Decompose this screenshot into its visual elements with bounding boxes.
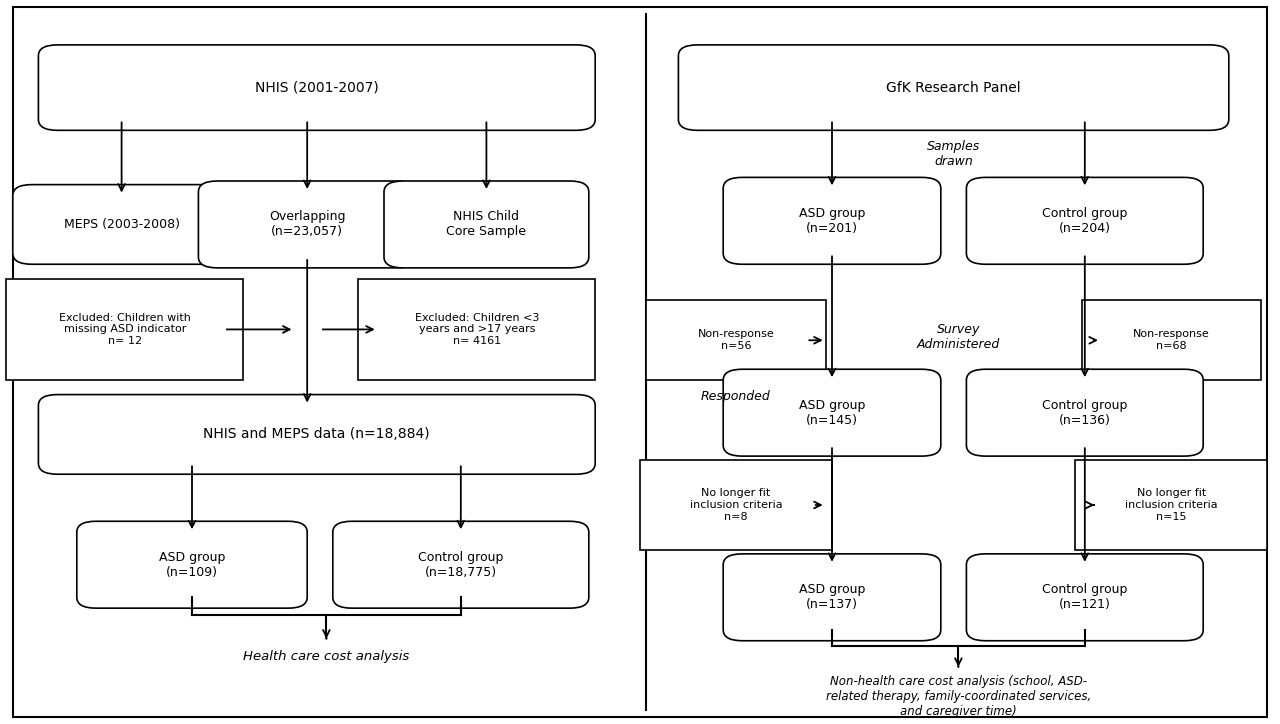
Text: No longer fit
inclusion criteria
n=8: No longer fit inclusion criteria n=8: [690, 489, 782, 521]
Text: Non-health care cost analysis (school, ASD-
related therapy, family-coordinated : Non-health care cost analysis (school, A…: [826, 675, 1091, 717]
FancyBboxPatch shape: [966, 177, 1203, 264]
Text: Control group
(n=18,775): Control group (n=18,775): [419, 551, 503, 578]
FancyBboxPatch shape: [384, 181, 589, 268]
Text: ASD group
(n=109): ASD group (n=109): [159, 551, 225, 578]
Text: Excluded: Children <3
years and >17 years
n= 4161: Excluded: Children <3 years and >17 year…: [415, 313, 539, 346]
FancyBboxPatch shape: [38, 45, 595, 130]
FancyBboxPatch shape: [723, 177, 941, 264]
Text: ASD group
(n=145): ASD group (n=145): [799, 399, 865, 426]
FancyBboxPatch shape: [646, 300, 826, 380]
Text: MEPS (2003-2008): MEPS (2003-2008): [64, 218, 179, 231]
FancyBboxPatch shape: [640, 460, 832, 550]
Text: ASD group
(n=137): ASD group (n=137): [799, 584, 865, 611]
FancyBboxPatch shape: [13, 7, 1267, 717]
Text: Health care cost analysis: Health care cost analysis: [243, 650, 410, 663]
FancyBboxPatch shape: [77, 521, 307, 608]
Text: Control group
(n=204): Control group (n=204): [1042, 207, 1128, 235]
Text: Survey
Administered: Survey Administered: [916, 323, 1000, 350]
Text: Excluded: Children with
missing ASD indicator
n= 12: Excluded: Children with missing ASD indi…: [59, 313, 191, 346]
Text: Overlapping
(n=23,057): Overlapping (n=23,057): [269, 211, 346, 238]
FancyBboxPatch shape: [723, 369, 941, 456]
FancyBboxPatch shape: [13, 185, 230, 264]
Text: Non-response
n=56: Non-response n=56: [698, 329, 774, 351]
Text: Non-response
n=68: Non-response n=68: [1133, 329, 1210, 351]
Text: Samples
drawn: Samples drawn: [927, 140, 980, 168]
Text: Control group
(n=136): Control group (n=136): [1042, 399, 1128, 426]
Text: NHIS Child
Core Sample: NHIS Child Core Sample: [447, 211, 526, 238]
FancyBboxPatch shape: [1082, 300, 1261, 380]
Text: Responded: Responded: [701, 390, 771, 403]
FancyBboxPatch shape: [678, 45, 1229, 130]
FancyBboxPatch shape: [966, 554, 1203, 641]
FancyBboxPatch shape: [723, 554, 941, 641]
Text: GfK Research Panel: GfK Research Panel: [886, 80, 1021, 95]
Text: NHIS and MEPS data (n=18,884): NHIS and MEPS data (n=18,884): [204, 427, 430, 442]
FancyBboxPatch shape: [358, 279, 595, 380]
Text: No longer fit
inclusion criteria
n=15: No longer fit inclusion criteria n=15: [1125, 489, 1217, 521]
Text: ASD group
(n=201): ASD group (n=201): [799, 207, 865, 235]
FancyBboxPatch shape: [333, 521, 589, 608]
FancyBboxPatch shape: [1075, 460, 1267, 550]
Text: NHIS (2001-2007): NHIS (2001-2007): [255, 80, 379, 95]
FancyBboxPatch shape: [966, 369, 1203, 456]
Text: Control group
(n=121): Control group (n=121): [1042, 584, 1128, 611]
FancyBboxPatch shape: [6, 279, 243, 380]
FancyBboxPatch shape: [198, 181, 416, 268]
FancyBboxPatch shape: [38, 395, 595, 474]
